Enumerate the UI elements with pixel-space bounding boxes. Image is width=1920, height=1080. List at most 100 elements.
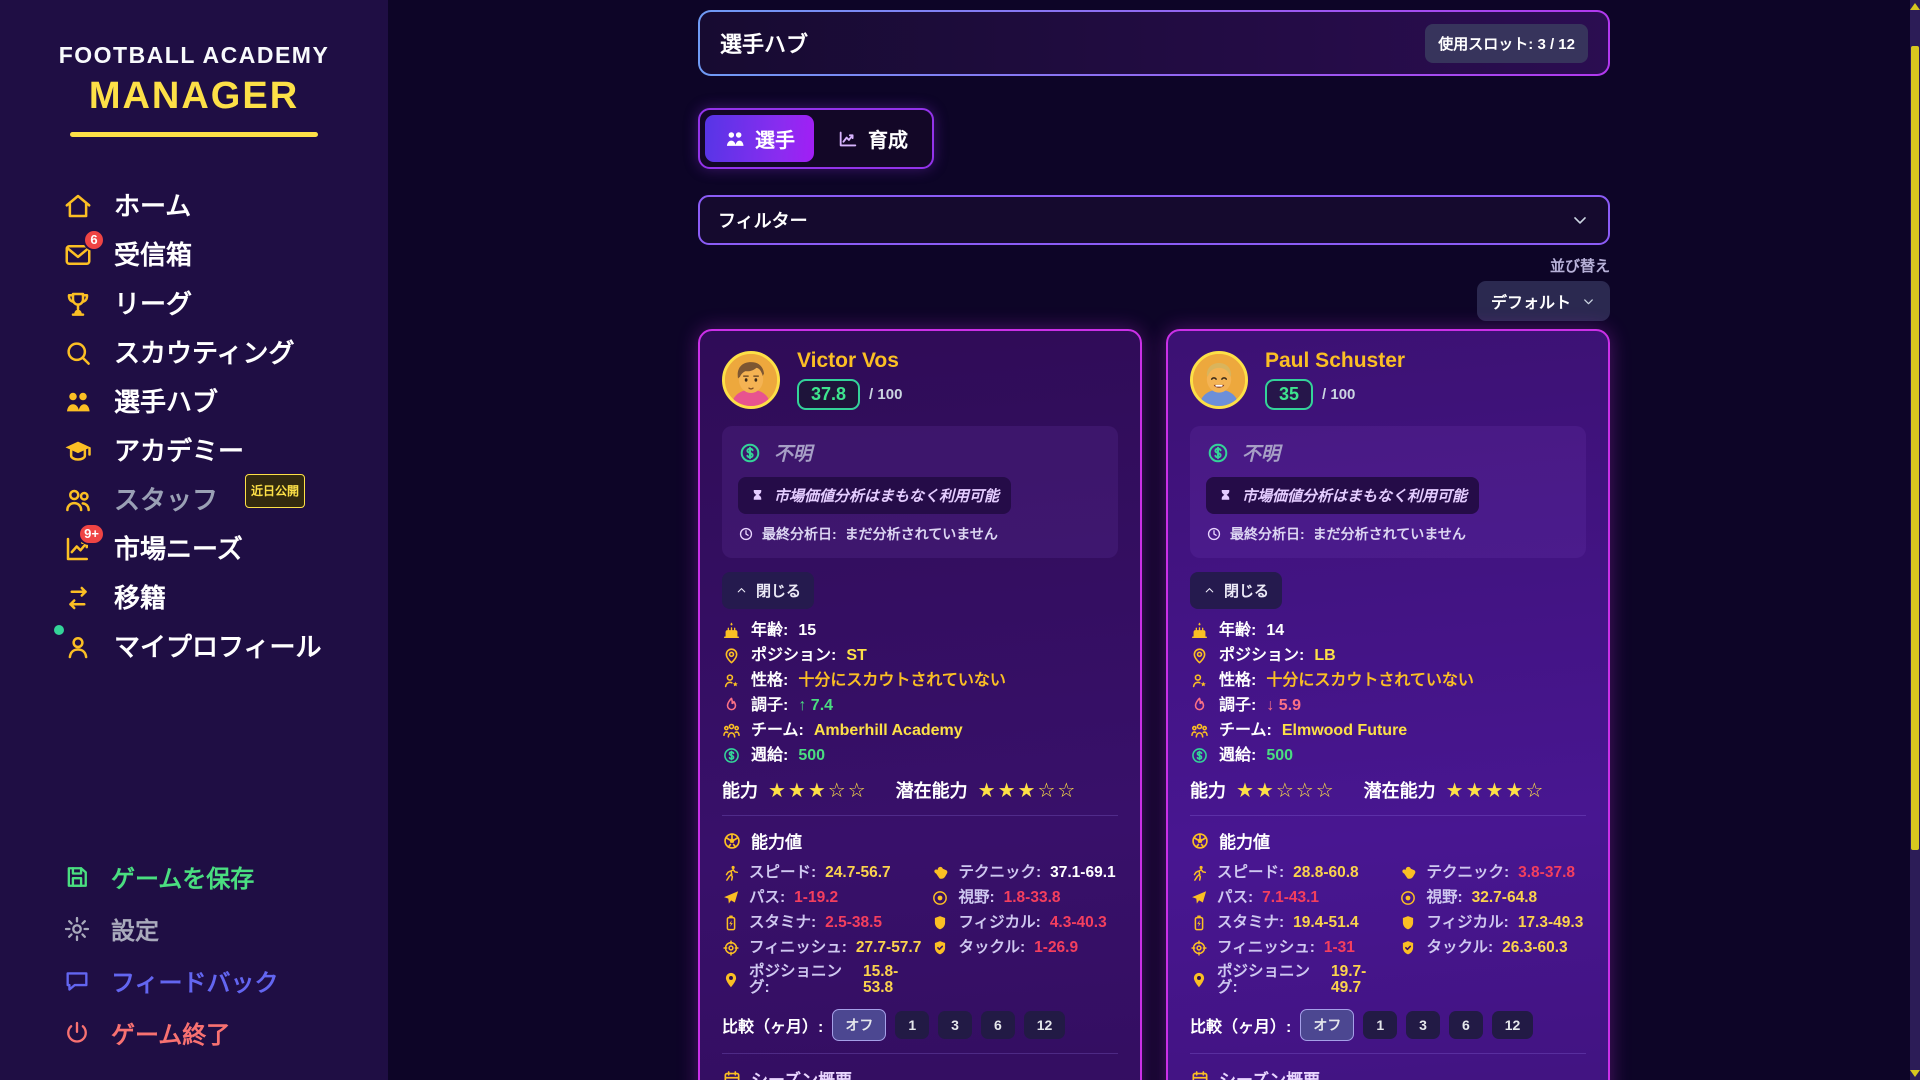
dollar-icon: [722, 746, 741, 765]
stat-label: スピード:: [1217, 864, 1285, 881]
compare-option-6[interactable]: 6: [980, 1011, 1015, 1039]
scrollbar-thumb[interactable]: [1911, 46, 1919, 850]
compare-row: 比較（ヶ月）: オフ 1 3 6 12: [722, 1009, 1118, 1041]
sidebar-footer-item-quit-game[interactable]: ゲーム終了: [63, 1015, 388, 1050]
stat-value: 26.3-60.3: [1502, 939, 1568, 956]
stat-value: 15.8-53.8: [862, 963, 899, 996]
notification-badge: 6: [83, 229, 105, 251]
stat-row: フィニッシュ: 27.7-57.7: [722, 939, 923, 957]
collapse-button[interactable]: 閉じる: [722, 572, 815, 609]
avatar: [1190, 350, 1248, 409]
sidebar-item-label: リーグ: [114, 289, 193, 319]
stat-label: フィジカル:: [1426, 914, 1509, 931]
attributes-title-label: 能力値: [751, 833, 802, 852]
calendar-icon: [1190, 1069, 1210, 1080]
sidebar-item-inbox[interactable]: 6 受信箱: [63, 229, 388, 270]
compare-option-12[interactable]: 12: [1491, 1011, 1534, 1039]
scroll-up-arrow[interactable]: [1910, 3, 1920, 10]
stat-value: 32.7-64.8: [1471, 889, 1538, 906]
sort-dropdown[interactable]: デフォルト: [1476, 281, 1610, 321]
detail-label: ポジション:: [1219, 647, 1305, 664]
player-card: Paul Schuster 35 / 100 不明 市場価値分析はまもなく利用可能 最終分…: [1166, 329, 1610, 1080]
calendar-icon: [722, 1069, 742, 1080]
stat-row: テクニック: 37.1-69.1: [931, 864, 1118, 882]
tab-players[interactable]: 選手: [705, 115, 814, 162]
detail-age: 年齢: 15: [722, 621, 1118, 640]
sidebar-item-transfers[interactable]: 移籍: [63, 583, 388, 613]
market-value-panel: 不明 市場価値分析はまもなく利用可能 最終分析日: まだ分析されていません: [722, 426, 1118, 558]
collapse-button[interactable]: 閉じる: [1190, 572, 1283, 609]
divider: [722, 1053, 1118, 1054]
sidebar-footer-item-save-game[interactable]: ゲームを保存: [63, 859, 388, 894]
compare-option-1[interactable]: 1: [1363, 1011, 1398, 1039]
notification-badge: 9+: [78, 523, 105, 545]
stat-value: 19.7-49.7: [1330, 963, 1367, 996]
detail-label: 性格:: [1219, 672, 1257, 689]
stat-value: 1-26.9: [1034, 939, 1079, 956]
market-value-unknown: 不明: [774, 444, 813, 465]
stat-label: フィジカル:: [958, 914, 1041, 931]
target-icon: [1190, 939, 1208, 957]
gear-icon: [63, 915, 91, 943]
compare-option-1[interactable]: 1: [895, 1011, 930, 1039]
sidebar-item-scouting[interactable]: スカウティング: [63, 338, 388, 368]
compare-option-3[interactable]: 3: [938, 1011, 972, 1039]
stat-value: 1-19.2: [794, 889, 839, 906]
detail-label: 調子:: [1219, 697, 1257, 714]
flame-icon: [722, 696, 741, 715]
sidebar-item-academy[interactable]: アカデミー: [63, 436, 388, 466]
sidebar-footer-label: ゲームを保存: [111, 866, 255, 893]
detail-value: Elmwood Future: [1281, 722, 1408, 739]
detail-age: 年齢: 14: [1190, 621, 1586, 640]
sidebar-item-my-profile[interactable]: マイプロフィール: [54, 625, 388, 662]
ball-icon: [1190, 831, 1210, 851]
hourglass-icon: [1218, 488, 1233, 503]
compare-option-6[interactable]: 6: [1448, 1011, 1483, 1039]
sidebar-item-staff[interactable]: スタッフ 近日公開: [63, 474, 388, 515]
chat-icon: [63, 967, 91, 995]
sidebar: FOOTBALL ACADEMY MANAGER ホーム 6 受信箱 リーグ スカウティ…: [0, 0, 388, 1080]
sidebar-item-league[interactable]: リーグ: [63, 289, 388, 319]
compare-option-3[interactable]: 3: [1406, 1011, 1440, 1039]
last-analysis-label: 最終分析日:: [1230, 526, 1305, 542]
tab-label: 育成: [868, 130, 908, 152]
shield-check-icon: [1399, 939, 1417, 957]
sidebar-item-player-hub[interactable]: 選手ハブ: [63, 387, 388, 417]
collapse-label: 閉じる: [1224, 583, 1270, 600]
filter-dropdown[interactable]: フィルター: [698, 195, 1610, 245]
compare-option-off[interactable]: オフ: [1300, 1009, 1355, 1041]
sidebar-item-label: ホーム: [114, 191, 192, 221]
logo-underline: [70, 132, 318, 137]
detail-value: ST: [846, 647, 867, 664]
scroll-down-arrow[interactable]: [1910, 1070, 1920, 1077]
scrollbar[interactable]: [1910, 0, 1920, 1080]
stat-value: 2.5-38.5: [825, 914, 883, 931]
detail-label: 年齢:: [1219, 622, 1257, 639]
compare-option-12[interactable]: 12: [1023, 1011, 1066, 1039]
avatar: [722, 350, 780, 409]
trophy-icon: [63, 289, 93, 319]
detail-label: 年齢:: [751, 622, 789, 639]
glove-icon: [931, 864, 949, 882]
rating-max: / 100: [869, 386, 903, 403]
sidebar-footer-item-feedback[interactable]: フィードバック: [63, 963, 388, 998]
stat-label: フィニッシュ:: [1217, 939, 1315, 956]
detail-personality: 性格: 十分にスカウトされていない: [722, 671, 1118, 690]
last-analysis-row: 最終分析日: まだ分析されていません: [1206, 524, 1570, 544]
detail-wage: 週給: 500: [722, 746, 1118, 765]
detail-label: 週給:: [1219, 747, 1257, 764]
stat-label: フィニッシュ:: [749, 939, 847, 956]
page-title: 選手ハブ: [720, 32, 809, 57]
detail-label: チーム:: [1219, 722, 1272, 739]
sidebar-footer-item-settings[interactable]: 設定: [63, 911, 388, 946]
rating-value: 37.8: [797, 379, 861, 410]
pin-badge-icon: [1190, 971, 1208, 989]
compare-option-off[interactable]: オフ: [832, 1009, 887, 1041]
sidebar-item-home[interactable]: ホーム: [63, 191, 388, 221]
stat-row: タックル: 26.3-60.3: [1399, 939, 1586, 957]
runner-icon: [1190, 864, 1208, 882]
sidebar-item-market-needs[interactable]: 9+ 市場ニーズ: [63, 523, 388, 564]
tab-development[interactable]: 育成: [818, 115, 927, 162]
home-icon: [63, 191, 93, 221]
slots-badge: 使用スロット: 3 / 12: [1425, 23, 1588, 63]
